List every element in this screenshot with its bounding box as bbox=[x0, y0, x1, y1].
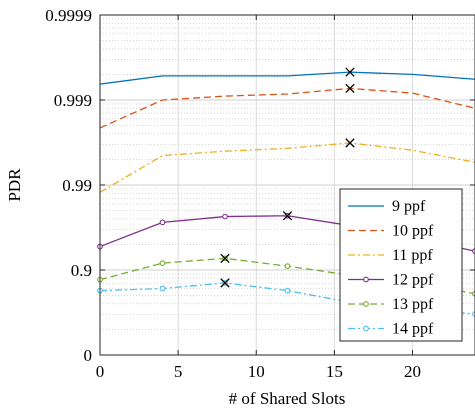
axes: 0 5 10 15 20 0 0.9 0.99 0.999 0.9999 bbox=[45, 6, 475, 381]
legend-label: 14 ppf bbox=[392, 321, 434, 338]
legend-marker bbox=[363, 301, 369, 307]
x-tick-label: 0 bbox=[96, 362, 105, 381]
peak-marker bbox=[345, 138, 355, 148]
legend-marker bbox=[363, 276, 369, 283]
data-point bbox=[222, 213, 228, 220]
x-tick-label: 5 bbox=[174, 362, 183, 381]
data-point bbox=[159, 285, 166, 292]
legend-entry: 9 ppf bbox=[348, 198, 426, 215]
peak-marker bbox=[282, 211, 293, 221]
legend-label: 10 ppf bbox=[392, 223, 434, 240]
series-line bbox=[99, 71, 475, 85]
data-point bbox=[284, 287, 291, 294]
x-tick-label: 15 bbox=[326, 362, 343, 381]
legend-entry: 12 ppf bbox=[348, 272, 434, 289]
legend-label: 12 ppf bbox=[392, 272, 434, 289]
x-tick-label: 10 bbox=[248, 362, 265, 381]
legend-label: 9 ppf bbox=[392, 198, 426, 215]
y-tick-label: 0.999 bbox=[54, 91, 92, 110]
legend-box bbox=[339, 188, 463, 342]
y-tick-label: 0.9999 bbox=[45, 6, 92, 25]
legend-entry: 14 ppf bbox=[348, 321, 434, 338]
peak-marker bbox=[345, 67, 355, 77]
y-tick-label: 0.9 bbox=[71, 261, 92, 280]
y-tick-label: 0 bbox=[84, 346, 93, 365]
series-line bbox=[99, 87, 475, 129]
peak-marker bbox=[220, 253, 230, 264]
data-point bbox=[284, 263, 291, 269]
peak-marker bbox=[220, 278, 230, 288]
y-axis-label: PDR bbox=[5, 168, 24, 202]
data-point bbox=[159, 219, 166, 226]
legend-entry: 13 ppf bbox=[348, 296, 434, 313]
data-point bbox=[472, 311, 475, 317]
x-tick-label: 20 bbox=[404, 362, 421, 381]
legend-label: 11 ppf bbox=[392, 247, 433, 264]
peak-marker bbox=[345, 83, 355, 94]
legend-entry: 11 ppf bbox=[348, 247, 433, 264]
legend-label: 13 ppf bbox=[392, 296, 434, 313]
series-line bbox=[99, 142, 475, 193]
peak-markers bbox=[220, 67, 355, 288]
legend-marker bbox=[363, 325, 369, 332]
x-axis-label: # of Shared Slots bbox=[229, 389, 346, 408]
data-point bbox=[472, 248, 475, 254]
data-point bbox=[472, 290, 475, 297]
y-tick-label: 0.99 bbox=[62, 176, 92, 195]
legend-entry: 10 ppf bbox=[348, 223, 434, 240]
data-point bbox=[159, 260, 166, 266]
legend: 9 ppf 10 ppf 11 ppf 12 ppf 13 ppf 14 ppf bbox=[339, 188, 463, 342]
